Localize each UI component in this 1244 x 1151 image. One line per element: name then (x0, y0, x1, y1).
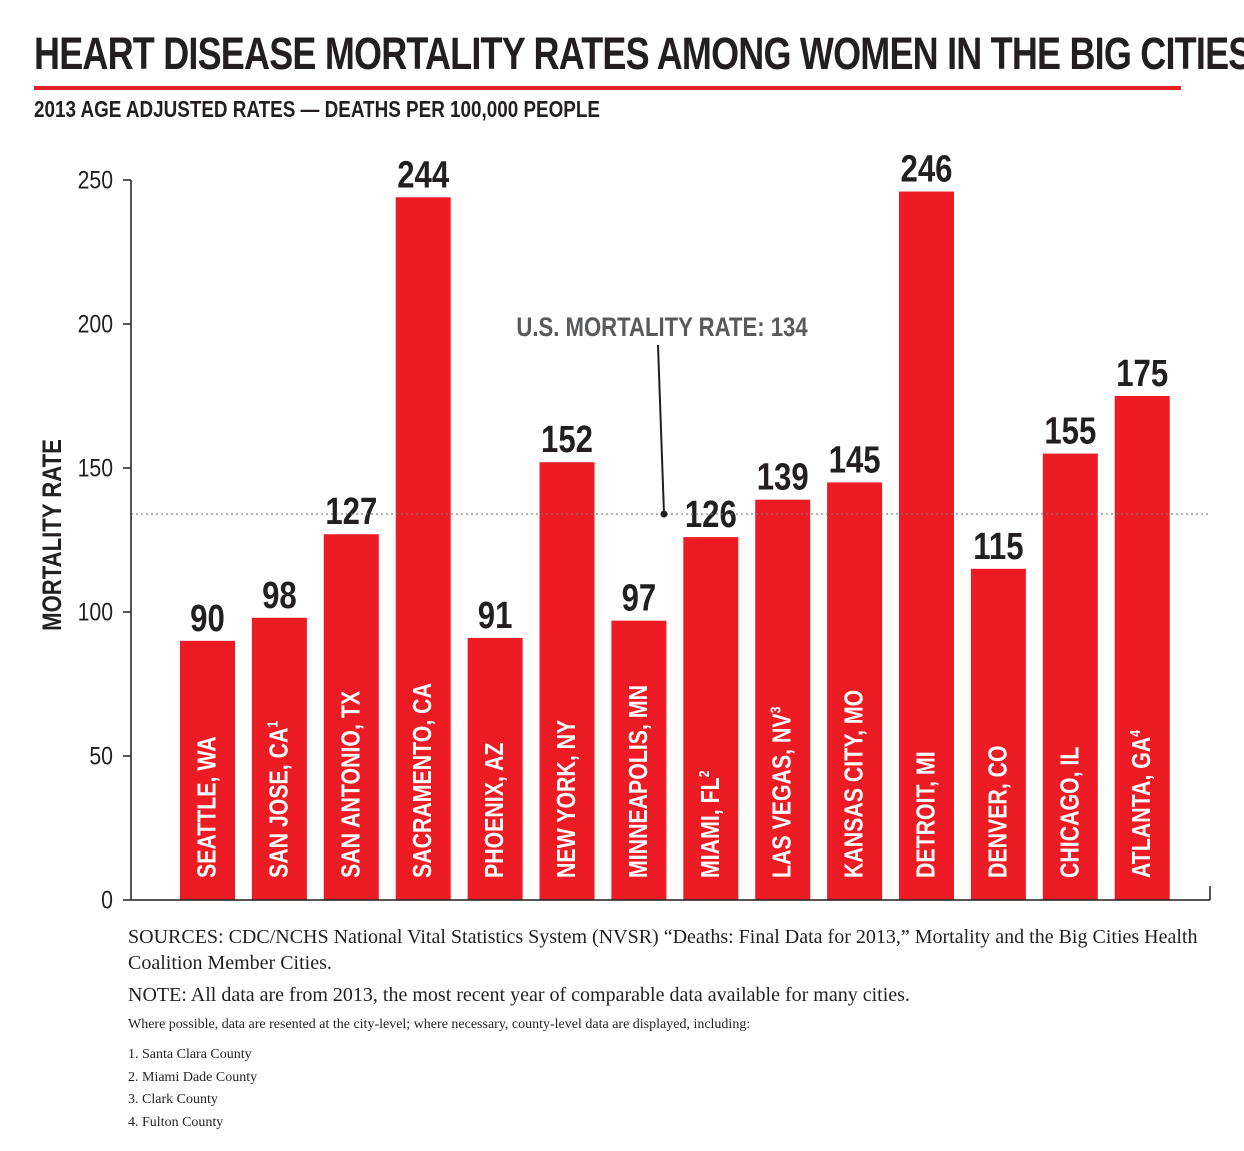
category-label: ATLANTA, GA4 (1127, 730, 1157, 878)
bar-value-label: 139 (757, 457, 809, 499)
bar-value-label: 97 (622, 578, 657, 620)
county-note-2: 2. Miami Dade County (128, 1069, 258, 1085)
bar-value-label: 145 (829, 440, 881, 482)
bar (611, 620, 667, 900)
y-tick-label: 150 (78, 454, 113, 482)
bar (467, 637, 523, 900)
bar (395, 197, 451, 900)
category-label: PHOENIX, AZ (480, 743, 510, 878)
bar-chart: MORTALITY RATE 0 50 100 150 200 250 90 SEATTLE… (38, 149, 1211, 914)
bar (1114, 396, 1170, 900)
bar (970, 568, 1026, 900)
detail-text: Where possible, data are resented at the… (128, 1017, 751, 1032)
bar (755, 499, 811, 900)
y-tick-label: 200 (78, 310, 113, 338)
axes (130, 180, 1211, 901)
bar-value-label: 90 (190, 598, 225, 640)
bar-value-label: 152 (541, 419, 593, 461)
category-label: MIAMI, FL2 (696, 770, 726, 878)
annotation-dot (660, 510, 668, 518)
y-tick-label: 100 (78, 598, 113, 626)
bar (899, 191, 954, 900)
y-tick-label: 250 (78, 166, 113, 194)
bar-value-label: 127 (325, 491, 377, 533)
category-label: SACRAMENTO, CA (408, 683, 438, 878)
y-tick-label: 0 (101, 886, 113, 914)
category-label: MINNEAPOLIS, MN (624, 685, 654, 878)
category-label: KANSAS CITY, MO (840, 690, 870, 878)
bar-value-label: 98 (262, 575, 297, 617)
bar-value-label: 244 (397, 154, 450, 196)
category-label: SAN ANTONIO, TX (336, 691, 366, 878)
note-text: NOTE: All data are from 2013, the most r… (128, 984, 910, 1006)
county-note-3: 3. Clark County (128, 1092, 218, 1107)
category-label: LAS VEGAS, NV3 (768, 706, 798, 878)
bar (827, 482, 883, 900)
bar-value-label: 115 (973, 526, 1023, 568)
county-note-1: 1. Santa Clara County (128, 1047, 252, 1062)
bar-value-label: 175 (1116, 353, 1168, 395)
chart-subtitle: 2013 AGE ADJUSTED RATES — DEATHS PER 100… (34, 96, 600, 122)
bar-value-label: 91 (478, 595, 513, 637)
county-note-4: 4. Fulton County (128, 1114, 224, 1130)
bar (323, 534, 379, 900)
category-label: NEW YORK, NY (552, 720, 582, 878)
bar (180, 640, 235, 900)
footnotes: SOURCES: CDC/NCHS National Vital Statist… (128, 924, 1218, 1134)
bar-value-label: 246 (901, 149, 953, 191)
bar (539, 462, 595, 900)
reference-line-label: U.S. MORTALITY RATE: 134 (516, 313, 808, 343)
bar (1042, 453, 1098, 900)
sources-text: SOURCES: CDC/NCHS National Vital Statist… (128, 926, 1198, 974)
category-label: SEATTLE, WA (193, 736, 223, 878)
category-label: DENVER, CO (983, 745, 1013, 878)
category-label: CHICAGO, IL (1055, 747, 1085, 878)
county-list: 1. Santa Clara County 2. Miami Dade Coun… (128, 1044, 1218, 1134)
bar-value-label: 155 (1044, 411, 1096, 453)
reference-line-group: U.S. MORTALITY RATE: 134 (131, 313, 1210, 518)
category-label: SAN JOSE, CA1 (264, 720, 294, 878)
bars: 90 SEATTLE, WA 98 SAN JOSE, CA1 127 SAN ANTON… (180, 149, 1170, 900)
y-axis-label: MORTALITY RATE (38, 439, 68, 631)
category-label: DETROIT, MI (912, 751, 942, 878)
y-tick-label: 50 (89, 742, 113, 770)
y-axis-ticks: 0 50 100 150 200 250 (78, 166, 131, 914)
annotation-pointer (657, 344, 665, 515)
title-underline (34, 86, 1181, 90)
bar (251, 617, 307, 900)
chart-title: HEART DISEASE MORTALITY RATES AMONG WOME… (34, 28, 1244, 79)
bar (683, 537, 739, 900)
bar-value-label: 126 (685, 494, 737, 536)
